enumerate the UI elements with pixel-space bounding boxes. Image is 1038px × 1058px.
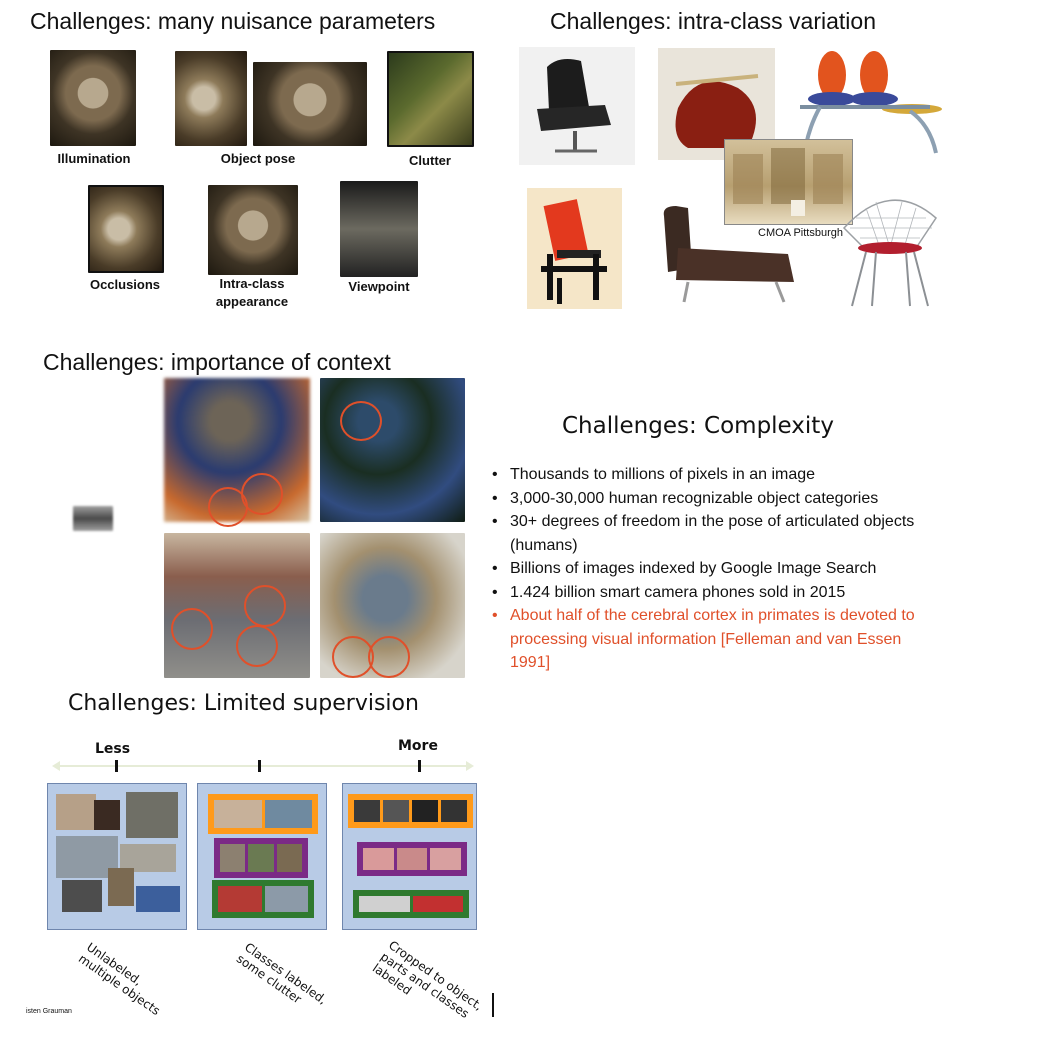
- cropped-koala-2: [396, 848, 428, 870]
- wire-chair-photo: [836, 188, 944, 308]
- cropped-car-2: [412, 896, 463, 912]
- car-photo-2: [264, 886, 308, 912]
- complexity-bullets: Thousands to millions of pixels in an im…: [490, 463, 920, 675]
- object-pose-photo-1: [175, 51, 247, 146]
- lounge-chair-photo: [519, 47, 635, 165]
- cropped-panel: [342, 783, 477, 930]
- koala-photo-1: [220, 844, 246, 872]
- face-photo-2: [264, 800, 312, 828]
- face-photo-1: [214, 800, 262, 828]
- classes-labeled-panel: [197, 783, 327, 930]
- nuisance-title: Challenges: many nuisance parameters: [30, 8, 436, 34]
- museum-caption: CMOA Pittsburgh: [758, 227, 843, 239]
- context-photo-car: [320, 378, 465, 522]
- axis-tick-mid: [258, 760, 261, 772]
- highlight-circle-5: [171, 608, 213, 650]
- less-label: Less: [95, 741, 131, 757]
- collage-photo-1: [56, 794, 96, 830]
- museum-photo: [724, 139, 853, 225]
- axis-arrow-right: [466, 761, 474, 771]
- cropped-car-1: [359, 896, 410, 912]
- bullet-degrees: 30+ degrees of freedom in the pose of ar…: [490, 510, 920, 557]
- cropped-face-4: [441, 800, 467, 822]
- caption-object-pose: Object pose: [220, 151, 296, 166]
- label-unlabeled: Unlabeled, multiple objects: [75, 940, 163, 1019]
- bullet-categories: 3,000-30,000 human recognizable object c…: [490, 487, 920, 511]
- collage-photo-8: [136, 886, 180, 912]
- bullet-billions: Billions of images indexed by Google Ima…: [490, 557, 920, 581]
- supervision-axis: [55, 765, 470, 767]
- chaise-photo: [658, 198, 798, 310]
- koala-strip: [214, 838, 308, 878]
- collage-photo-3: [126, 792, 178, 838]
- ambiguous-patch: [73, 506, 113, 531]
- highlight-circle-4: [244, 585, 286, 627]
- cropped-faces-strip: [348, 794, 473, 828]
- viewpoint-photo: [340, 181, 418, 277]
- unlabeled-panel: [47, 783, 187, 930]
- more-label: More: [398, 738, 438, 754]
- red-blue-chair-photo: [527, 188, 622, 309]
- axis-tick-less: [115, 760, 118, 772]
- caption-illumination: Illumination: [57, 151, 131, 166]
- axis-tick-more: [418, 760, 421, 772]
- intraclass-title: Challenges: intra-class variation: [550, 8, 876, 34]
- collage-photo-2: [94, 800, 120, 830]
- highlight-circle-3: [340, 401, 382, 441]
- cropped-face-1: [354, 800, 380, 822]
- cropped-car-strip: [353, 890, 469, 918]
- clutter-photo: [387, 51, 474, 147]
- koala-photo-2: [248, 844, 274, 872]
- caption-clutter: Clutter: [409, 153, 451, 168]
- occlusions-photo: [88, 185, 164, 273]
- intra-class-appearance-photo: [208, 185, 298, 275]
- cropped-face-3: [412, 800, 438, 822]
- collage-photo-4: [56, 836, 118, 878]
- cropped-face-2: [383, 800, 409, 822]
- car-photo-1: [218, 886, 262, 912]
- collage-photo-7: [108, 868, 134, 906]
- bullet-phones: 1.424 billion smart camera phones sold i…: [490, 581, 920, 605]
- context-photo-street: [164, 533, 310, 678]
- complexity-title: Challenges: Complexity: [562, 413, 834, 439]
- context-title: Challenges: importance of context: [43, 349, 391, 375]
- faces-strip: [208, 794, 318, 834]
- label-cropped: Cropped to object, parts and classes lab…: [369, 938, 486, 1021]
- caption-intra-class-2: appearance: [215, 294, 289, 309]
- illumination-photo: [50, 50, 136, 146]
- red-chair-photo: [658, 48, 775, 160]
- highlight-circle-6: [236, 625, 278, 667]
- label-classes-labeled: Classes labeled, some clutter: [233, 940, 330, 1008]
- highlight-circle-2: [241, 473, 283, 515]
- collage-photo-5: [120, 844, 176, 872]
- credit-text: isten Grauman: [26, 1008, 72, 1015]
- koala-photo-3: [276, 844, 302, 872]
- highlight-circle-8: [368, 636, 410, 678]
- car-strip: [212, 880, 314, 918]
- bullet-cortex: About half of the cerebral cortex in pri…: [490, 604, 920, 675]
- object-pose-photo-2: [253, 62, 367, 146]
- caption-intra-class-1: Intra-class: [219, 276, 285, 291]
- supervision-title: Challenges: Limited supervision: [68, 691, 419, 716]
- cropped-koala-1: [363, 848, 394, 870]
- text-cursor: [492, 993, 494, 1017]
- collage-photo-6: [62, 880, 102, 912]
- cropped-koala-3: [430, 848, 462, 870]
- caption-occlusions: Occlusions: [89, 277, 161, 292]
- cropped-koala-strip: [357, 842, 467, 876]
- bullet-pixels: Thousands to millions of pixels in an im…: [490, 463, 920, 487]
- caption-viewpoint: Viewpoint: [348, 279, 410, 294]
- bench-photo: [790, 45, 945, 157]
- axis-arrow-left: [52, 761, 60, 771]
